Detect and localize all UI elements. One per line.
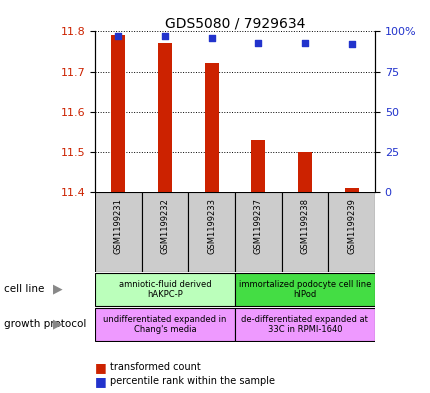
Text: ▶: ▶ [53,318,63,331]
Bar [281,192,328,272]
Bar [297,152,311,192]
Bar [95,272,234,306]
Text: GSM1199231: GSM1199231 [114,198,123,254]
Bar [344,188,358,192]
Bar [234,272,374,306]
Point [347,41,354,48]
Point [208,35,215,41]
Text: undifferentiated expanded in
Chang's media: undifferentiated expanded in Chang's med… [103,315,226,334]
Text: ▶: ▶ [53,283,63,296]
Text: amniotic-fluid derived
hAKPC-P: amniotic-fluid derived hAKPC-P [118,280,211,299]
Bar [95,308,234,341]
Text: immortalized podocyte cell line
hIPod: immortalized podocyte cell line hIPod [238,280,370,299]
Bar [234,308,374,341]
Point [161,33,168,39]
Bar [234,192,281,272]
Title: GDS5080 / 7929634: GDS5080 / 7929634 [164,16,304,30]
Bar [111,35,125,192]
Text: de-differentiated expanded at
33C in RPMI-1640: de-differentiated expanded at 33C in RPM… [241,315,368,334]
Text: percentile rank within the sample: percentile rank within the sample [110,376,274,386]
Bar [157,44,172,192]
Point [114,33,121,39]
Bar [141,192,188,272]
Bar [204,64,218,192]
Text: growth protocol: growth protocol [4,320,86,329]
Text: GSM1199232: GSM1199232 [160,198,169,254]
Text: ■: ■ [95,361,106,374]
Point [301,40,308,46]
Text: GSM1199237: GSM1199237 [253,198,262,254]
Text: ■: ■ [95,375,106,388]
Bar [251,140,264,192]
Bar [328,192,374,272]
Text: transformed count: transformed count [110,362,200,373]
Bar [95,192,141,272]
Text: GSM1199239: GSM1199239 [346,198,355,254]
Text: cell line: cell line [4,284,45,294]
Text: GSM1199233: GSM1199233 [206,198,215,254]
Text: GSM1199238: GSM1199238 [300,198,309,254]
Bar [188,192,234,272]
Point [254,40,261,46]
